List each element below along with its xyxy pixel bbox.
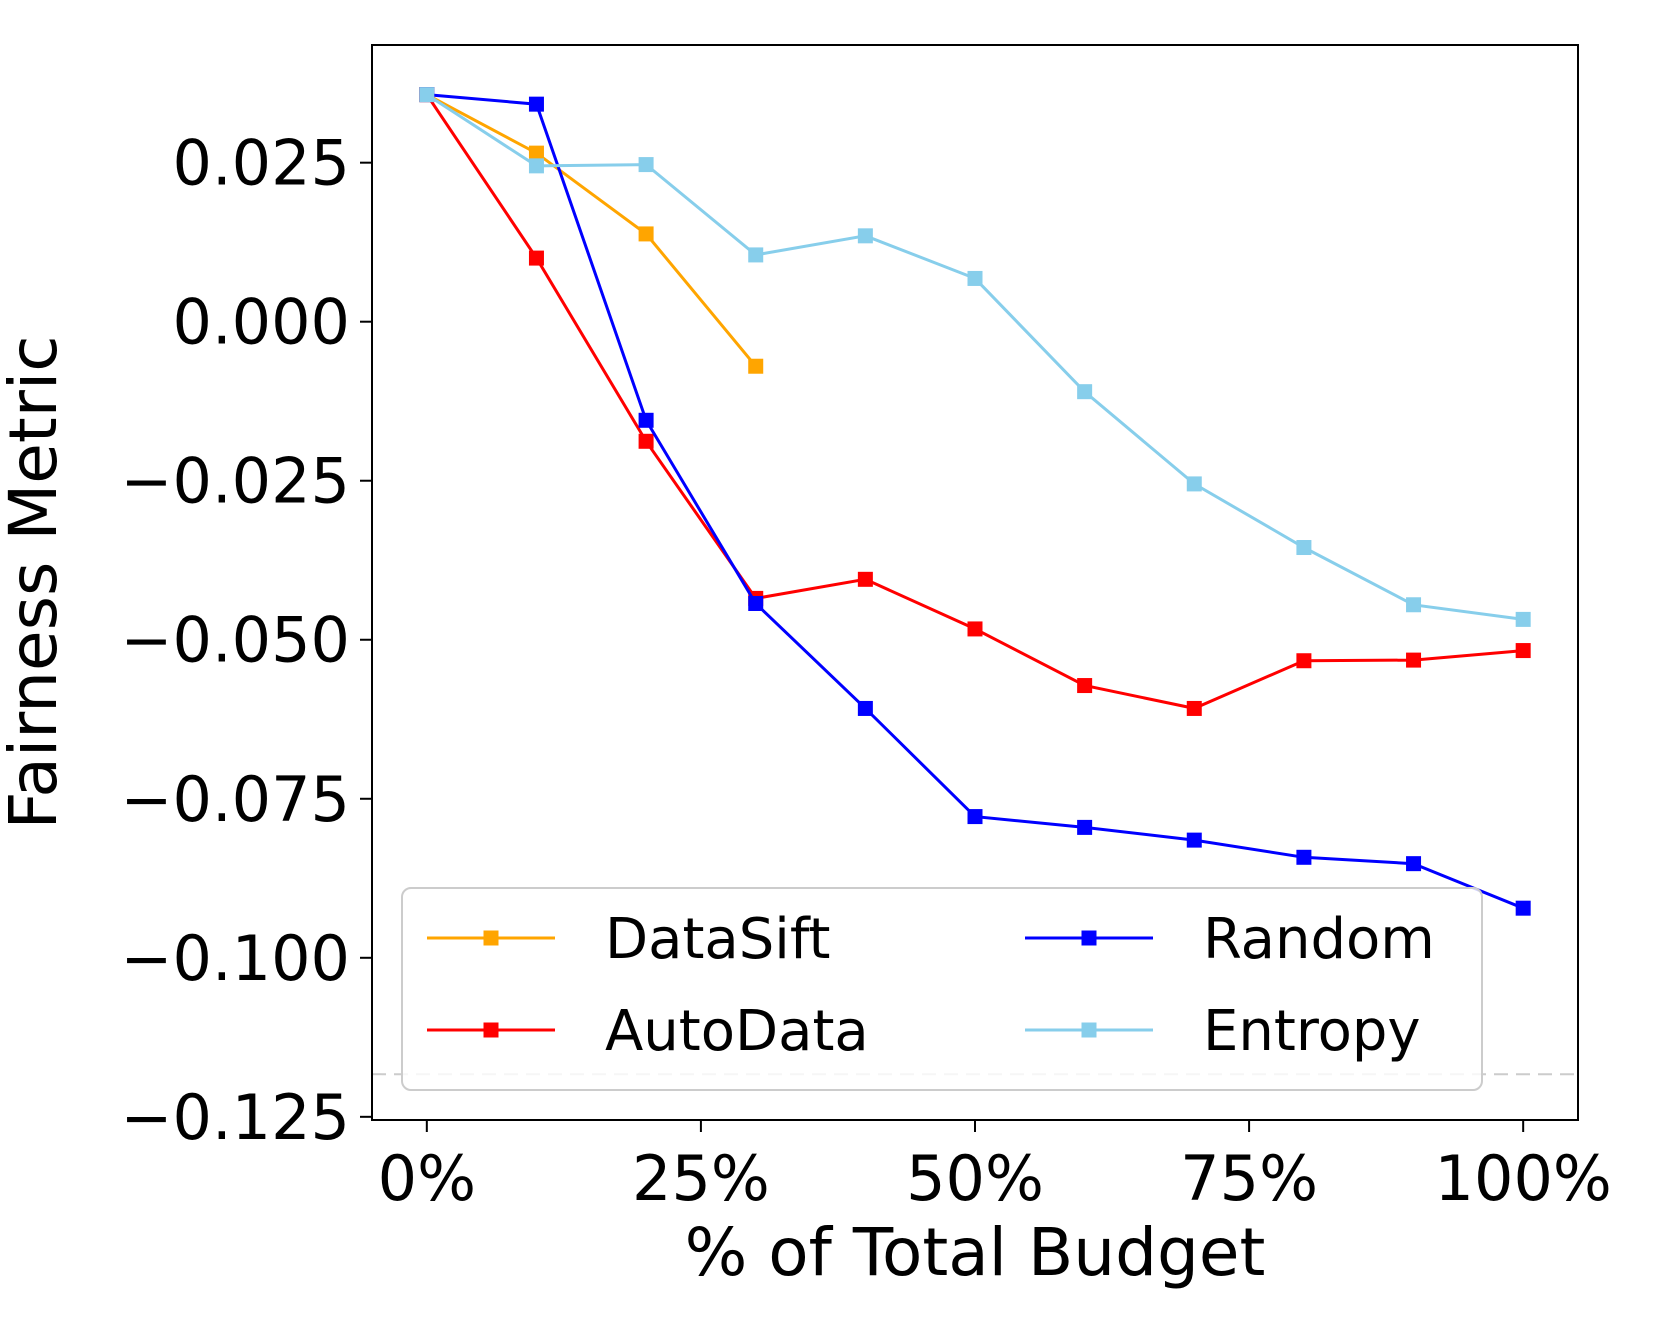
y-tick-label: 0.000 <box>173 286 351 359</box>
data-point-entropy <box>1406 597 1422 613</box>
data-point-autodata <box>528 250 544 266</box>
series-line-autodata <box>425 93 1524 710</box>
data-point-autodata <box>857 571 873 587</box>
legend-label: Entropy <box>1203 999 1421 1064</box>
y-tick-label: −0.125 <box>121 1081 350 1154</box>
y-tick-label: −0.100 <box>121 922 350 995</box>
data-point-autodata <box>1406 652 1422 668</box>
series-line-random <box>426 93 1524 910</box>
data-point-random <box>1296 849 1312 865</box>
series-datasift <box>419 87 764 374</box>
plot-frame <box>371 44 1579 1121</box>
data-point-entropy <box>1077 384 1093 400</box>
data-point-entropy <box>1515 611 1531 627</box>
data-point-random <box>1186 832 1202 848</box>
data-point-datasift <box>638 226 654 242</box>
data-point-autodata <box>1186 700 1202 716</box>
series-autodata <box>419 87 1531 716</box>
data-point-autodata <box>1077 678 1093 694</box>
legend-label: Random <box>1203 907 1435 972</box>
data-point-entropy <box>1186 476 1202 492</box>
data-point-datasift <box>528 145 544 161</box>
x-axis-label: % of Total Budget <box>685 1214 1266 1291</box>
y-axis-label: Fairness Metric <box>0 335 72 829</box>
series-line-datasift <box>426 93 757 368</box>
legend-swatch-marker <box>483 1022 499 1038</box>
data-point-entropy <box>748 247 764 263</box>
y-tick-label: −0.025 <box>121 445 350 518</box>
data-point-random <box>967 809 983 825</box>
data-point-autodata <box>1296 653 1312 669</box>
data-point-random <box>1515 900 1531 916</box>
y-tick-label: 0.025 <box>173 127 351 200</box>
legend: DataSift Random AutoData Entropy <box>401 887 1483 1091</box>
legend-box <box>401 887 1483 1091</box>
x-tick-label: 100% <box>1435 1142 1612 1215</box>
legend-swatch-marker <box>483 930 499 946</box>
legend-item-datasift: DataSift <box>427 907 831 972</box>
series-line-entropy <box>425 93 1524 621</box>
data-point-random <box>857 700 873 716</box>
series-entropy <box>419 87 1531 627</box>
legend-swatch-marker <box>1081 1022 1097 1038</box>
data-point-random <box>1406 856 1422 872</box>
data-point-autodata <box>967 621 983 637</box>
data-point-entropy <box>967 270 983 286</box>
x-tick-label: 0% <box>378 1142 476 1215</box>
data-point-random <box>528 96 544 112</box>
legend-label: DataSift <box>605 907 831 972</box>
series-random <box>419 87 1531 916</box>
legend-item-autodata: AutoData <box>427 999 869 1064</box>
data-point-random <box>1077 819 1093 835</box>
x-tick-label: 75% <box>1180 1142 1318 1215</box>
x-tick-label: 25% <box>632 1142 770 1215</box>
data-point-autodata <box>1515 643 1531 659</box>
legend-item-entropy: Entropy <box>1025 999 1421 1064</box>
data-point-entropy <box>528 158 544 174</box>
legend-label: AutoData <box>605 999 869 1064</box>
data-point-datasift <box>748 358 764 374</box>
data-point-entropy <box>857 228 873 244</box>
data-point-random <box>748 595 764 611</box>
data-point-entropy <box>1296 540 1312 556</box>
data-point-entropy <box>638 157 654 173</box>
y-tick-label: −0.075 <box>121 763 350 836</box>
y-tick-label: −0.050 <box>121 604 350 677</box>
data-point-entropy <box>419 87 435 103</box>
x-tick-label: 50% <box>906 1142 1044 1215</box>
legend-item-random: Random <box>1025 907 1435 972</box>
data-point-autodata <box>638 433 654 449</box>
legend-swatch-marker <box>1081 930 1097 946</box>
data-point-random <box>638 412 654 428</box>
